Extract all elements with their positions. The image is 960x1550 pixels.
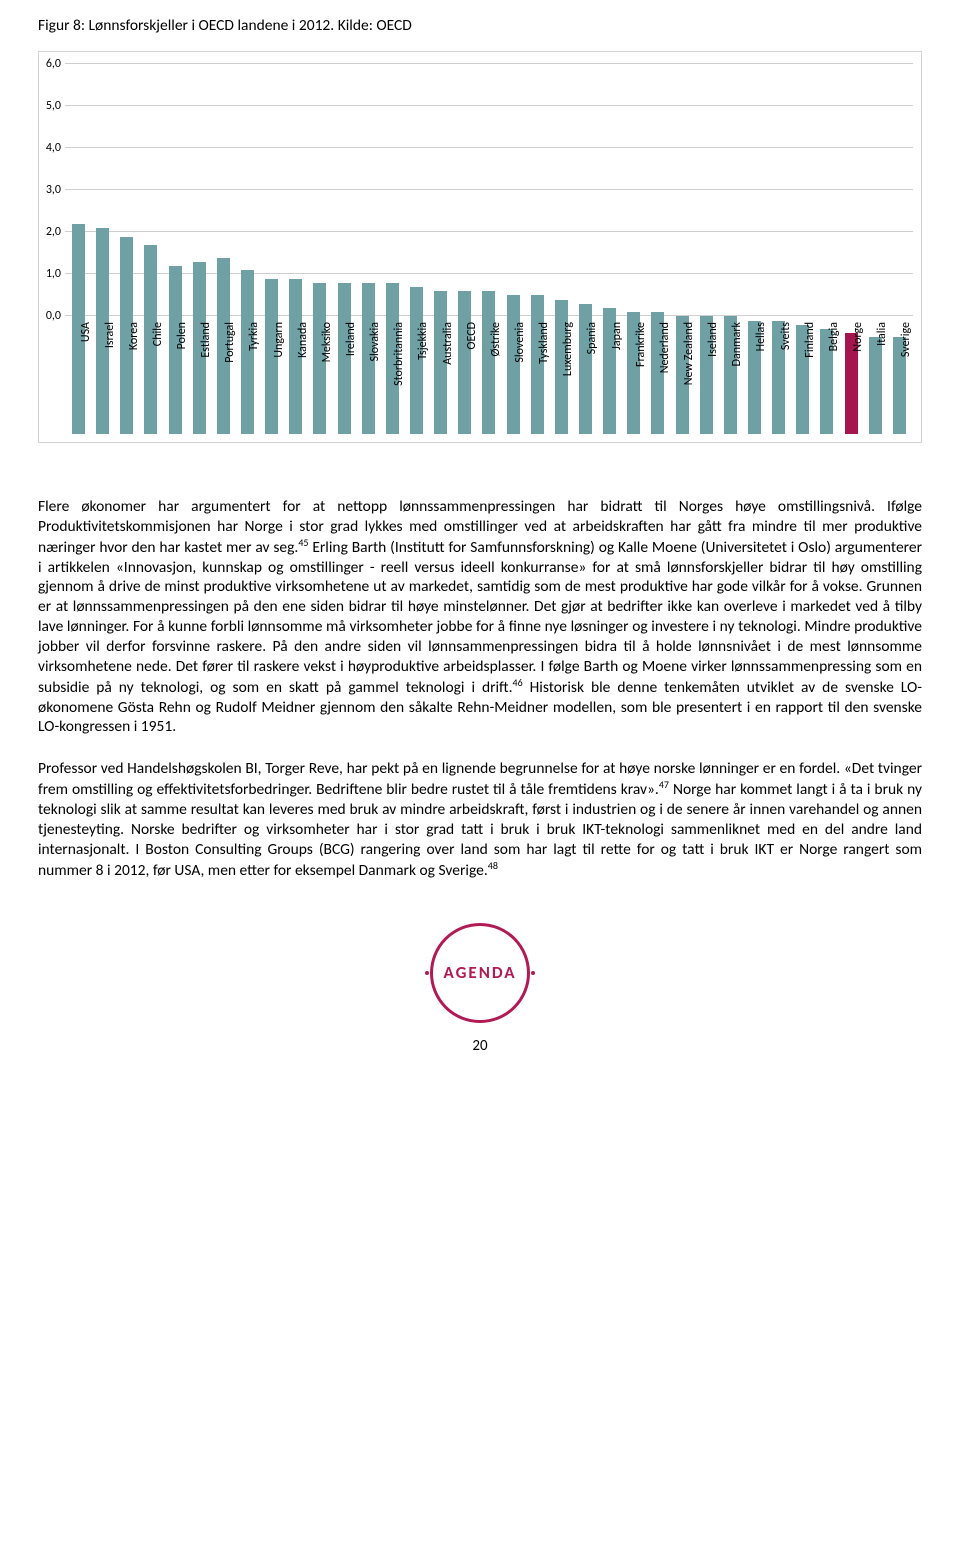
- chart-y-tick: 3,0: [39, 183, 61, 197]
- chart-x-label: Storbritannia: [392, 322, 406, 386]
- chart-x-label: Sverige: [899, 322, 913, 357]
- chart-x-label: Nederland: [658, 322, 672, 373]
- chart-x-label: Østrike: [489, 322, 503, 357]
- chart-x-label: Slovenia: [513, 322, 527, 363]
- chart-x-label: Italia: [875, 322, 889, 346]
- chart-x-label: Polen: [175, 322, 189, 349]
- bar-chart: 0,0 1,0 2,0 3,0 4,0 5,0 6,0 USA Israel Korea Chil…: [38, 51, 922, 443]
- chart-x-label: Luxemburg: [561, 322, 575, 376]
- chart-x-label: Australia: [441, 322, 455, 365]
- agenda-logo: AGENDA: [430, 923, 530, 1023]
- chart-x-label: Tyskland: [537, 322, 551, 364]
- page-number: 20: [38, 1037, 922, 1055]
- chart-x-label: Frankrike: [634, 322, 648, 367]
- logo-text: AGENDA: [443, 962, 516, 983]
- chart-x-label: Finland: [803, 322, 817, 358]
- chart-x-label: Korea: [127, 322, 141, 350]
- chart-x-label: USA: [79, 322, 93, 342]
- chart-x-label: Portugal: [223, 322, 237, 363]
- chart-x-label: Slovakia: [368, 322, 382, 362]
- chart-y-tick: 0,0: [39, 309, 61, 323]
- chart-x-label: Iseland: [706, 322, 720, 357]
- chart-x-label: Tyrkia: [247, 322, 261, 351]
- chart-y-tick: 2,0: [39, 225, 61, 239]
- chart-x-label: Sveits: [779, 322, 793, 350]
- figure-caption: Figur 8: Lønnsforskjeller i OECD landene…: [38, 16, 922, 35]
- chart-x-axis: USA Israel Korea Chile Polen Estland Portugal T…: [65, 316, 913, 448]
- chart-gridline: [65, 63, 913, 64]
- chart-x-label: Meksiko: [320, 322, 334, 362]
- chart-gridline: [65, 105, 913, 106]
- chart-x-label: New Zealand: [682, 322, 696, 385]
- chart-x-label: Danmark: [730, 322, 744, 366]
- chart-x-label: Japan: [610, 322, 624, 350]
- chart-x-label: Kanada: [296, 322, 310, 358]
- chart-x-label: Norge: [851, 322, 865, 352]
- chart-gridline: [65, 147, 913, 148]
- chart-x-label: OECD: [465, 322, 479, 349]
- chart-x-label: Tsjekkia: [416, 322, 430, 360]
- chart-x-label: Israel: [103, 322, 117, 348]
- chart-x-label: Ungarn: [272, 322, 286, 358]
- body-paragraph-1: Flere økonomer har argumentert for at ne…: [38, 497, 922, 737]
- body-paragraph-2: Professor ved Handelshøgskolen BI, Torge…: [38, 759, 922, 880]
- chart-x-label: Spania: [585, 322, 599, 354]
- chart-x-label: Ireland: [344, 322, 358, 356]
- chart-x-label: Belgia: [827, 322, 841, 351]
- chart-y-tick: 4,0: [39, 141, 61, 155]
- chart-x-label: Chile: [151, 322, 165, 346]
- chart-y-tick: 1,0: [39, 267, 61, 281]
- chart-x-label: Hellas: [754, 322, 768, 351]
- chart-y-tick: 6,0: [39, 57, 61, 71]
- chart-y-tick: 5,0: [39, 99, 61, 113]
- chart-x-label: Estland: [199, 322, 213, 358]
